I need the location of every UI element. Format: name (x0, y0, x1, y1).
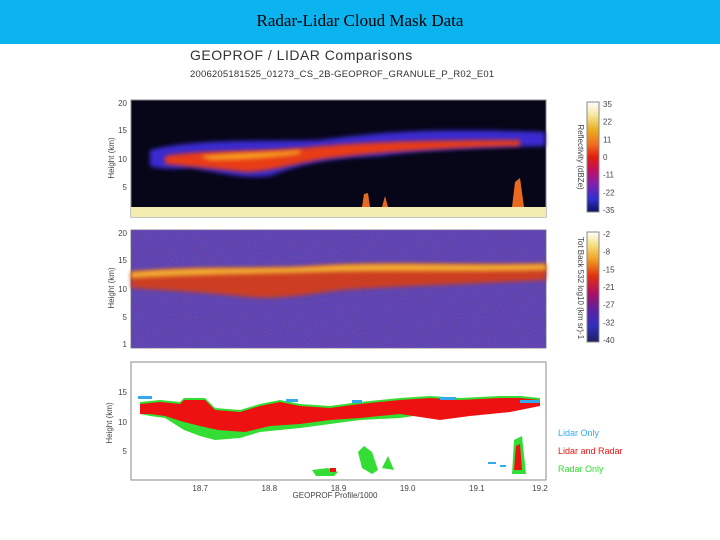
radar-ytick-10: 10 (118, 155, 127, 164)
mask-xtick: 18.9 (331, 484, 347, 493)
mask-xlabel: GEOPROF Profile/1000 (293, 491, 378, 500)
mask-xtick: 19.2 (532, 484, 548, 493)
radar-y-axis: 20 15 10 5 Height (km) (107, 99, 128, 192)
radar-ytick-5: 5 (123, 183, 128, 192)
lidar-ytick-20: 20 (118, 229, 127, 238)
figure-title: GEOPROF / LIDAR Comparisons (190, 47, 413, 63)
title-bar (0, 0, 720, 44)
radar-colorbar-tick: 35 (603, 100, 612, 109)
radar-colorbar-tick: 0 (603, 153, 608, 162)
mask-lidar-only-marks (138, 396, 540, 467)
mask-y-axis: 15 10 5 Height (km) (105, 388, 128, 456)
mask-ytick-15: 15 (118, 388, 127, 397)
mask-xtick: 19.1 (469, 484, 485, 493)
radar-ytick-20: 20 (118, 99, 127, 108)
legend-entry: Lidar Only (558, 428, 600, 438)
radar-cloud-core (165, 140, 520, 172)
mask-lidar-and-radar-region (140, 398, 540, 432)
radar-colorbar-tick: -35 (603, 206, 615, 215)
radar-colorbar-tick: -11 (603, 171, 615, 180)
mask-xtick: 18.8 (262, 484, 278, 493)
mask-x-axis: 18.7 18.8 18.9 19.0 19.1 19.2 (192, 484, 548, 493)
slide-title: Radar-Lidar Cloud Mask Data (256, 11, 464, 30)
radar-colorbar-tick: 11 (603, 135, 612, 144)
radar-panel (130, 99, 547, 218)
lidar-ylabel: Height (km) (107, 267, 116, 309)
mask-xtick: 19.0 (400, 484, 416, 493)
lidar-colorbar: -2 -8 -15 -21 -27 -32 -40 Tot Back 532 log10 (… (576, 230, 615, 345)
radar-cloud-peak (200, 150, 300, 160)
radar-colorbar-scale (586, 101, 600, 213)
mask-ytick-10: 10 (118, 418, 127, 427)
mask-lidar-and-radar-precip (330, 444, 522, 472)
lidar-ytick-15: 15 (118, 256, 127, 265)
radar-ylabel: Height (km) (107, 137, 116, 179)
lidar-cloud-top (131, 264, 546, 278)
radar-colorbar-label: Reflectivity (dBZe) (576, 124, 585, 190)
radar-colorbar-tick: -22 (603, 188, 615, 197)
lidar-ytick-1: 1 (123, 340, 128, 349)
lidar-colorbar-label: Tot Back 532 log10 (km sr)-1 (576, 237, 585, 340)
legend-entry: Lidar and Radar (558, 446, 623, 456)
lidar-colorbar-tick: -27 (603, 301, 615, 310)
radar-ytick-15: 15 (118, 126, 127, 135)
radar-colorbar-tick: 22 (603, 118, 612, 127)
lidar-colorbar-tick: -2 (603, 230, 611, 239)
lidar-colorbar-tick: -21 (603, 283, 615, 292)
radar-colorbar: 35 22 11 0 -11 -22 -35 Reflectivity (dBZe) (576, 100, 615, 215)
lidar-ytick-5: 5 (123, 313, 128, 322)
mask-ytick-5: 5 (123, 447, 128, 456)
lidar-colorbar-tick: -32 (603, 318, 615, 327)
lidar-y-axis: 20 15 10 5 1 Height (km) (107, 229, 128, 349)
mask-legend: Lidar Only Lidar and Radar Radar Only (558, 428, 623, 474)
legend-entry: Radar Only (558, 464, 604, 474)
lidar-panel (130, 229, 547, 349)
lidar-colorbar-tick: -15 (603, 265, 615, 274)
mask-ylabel: Height (km) (105, 402, 114, 444)
figure-subtitle: 2006205181525_01273_CS_2B-GEOPROF_GRANUL… (190, 69, 495, 80)
lidar-colorbar-scale (586, 231, 600, 343)
mask-xtick: 18.7 (192, 484, 208, 493)
mask-panel (130, 361, 547, 481)
lidar-colorbar-tick: -40 (603, 336, 615, 345)
radar-surface-clutter (131, 207, 546, 217)
lidar-colorbar-tick: -8 (603, 248, 611, 257)
lidar-ytick-10: 10 (118, 285, 127, 294)
